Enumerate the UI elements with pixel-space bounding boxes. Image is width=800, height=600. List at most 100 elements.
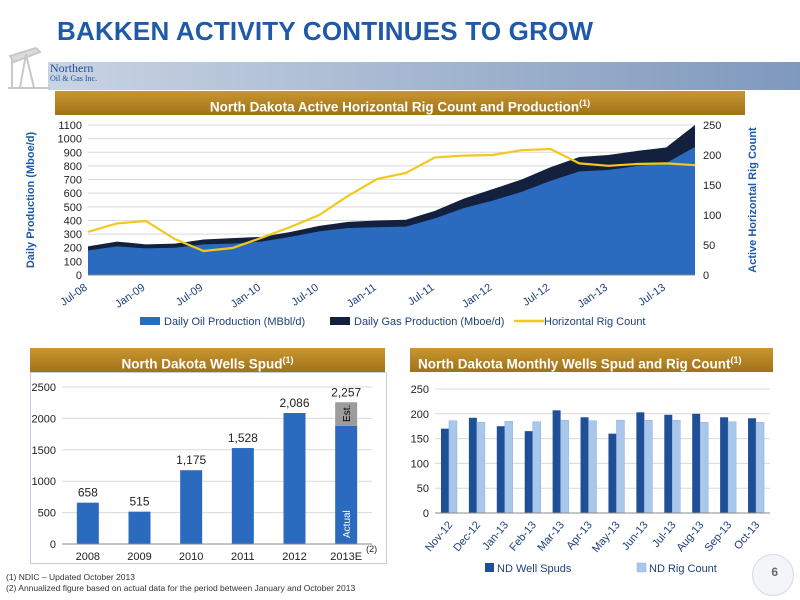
bar-well-spuds [552, 410, 561, 513]
y2-tick-label: 100 [703, 210, 721, 222]
x-tick-superscript: (2) [366, 544, 377, 554]
wells-spud-note: (1) [282, 355, 294, 365]
bar-value-label: 2,086 [279, 396, 309, 410]
bar-well-spuds [496, 426, 505, 513]
x-tick-label: Jan-11 [345, 282, 379, 311]
x-tick-label: 2009 [127, 551, 151, 563]
logo-line2: Oil & Gas Inc. [50, 74, 98, 83]
bar-value-label: 658 [78, 486, 98, 500]
bar-well-spuds [608, 433, 617, 513]
y-tick-label: 500 [64, 202, 82, 214]
bar-well-spuds [720, 417, 729, 513]
y-tick-label: 800 [64, 161, 82, 173]
legend-swatch [140, 317, 160, 325]
x-tick-label: Jun-13 [620, 519, 651, 552]
x-tick-label: Jul-09 [174, 282, 205, 309]
x-tick-label: 2013E [330, 551, 362, 563]
legend-swatch [636, 562, 647, 573]
footnotes: (1) NDIC – Updated October 2013 (2) Annu… [6, 572, 355, 594]
y-tick-label: 200 [411, 409, 429, 421]
bar [231, 448, 254, 544]
bar-value-label: 1,528 [228, 431, 258, 445]
x-tick-label: Jul-13 [636, 282, 667, 309]
bar-rig-count [532, 421, 541, 514]
monthly-chart-note: (1) [730, 355, 742, 365]
page-title: BAKKEN ACTIVITY CONTINUES TO GROW [57, 16, 594, 46]
x-tick-label: Jul-08 [58, 282, 89, 309]
legend-label: Daily Oil Production (MBbl/d) [164, 316, 305, 328]
bar-estimate-label: Est. [342, 405, 353, 422]
y-tick-label: 900 [64, 147, 82, 159]
bar-2013-estimate [335, 402, 358, 426]
bar-rig-count [644, 419, 653, 514]
x-tick-label: 2011 [231, 551, 255, 563]
bar-well-spuds [664, 414, 673, 513]
monthly-spud-rig-chart: 050100150200250Nov-12Dec-12Jan-13Feb-13M… [411, 384, 770, 575]
y-tick-label: 0 [76, 270, 82, 282]
y-tick-label: 400 [64, 215, 82, 227]
bar-value-label: 2,257 [331, 385, 361, 399]
top-chart-note: (1) [579, 98, 591, 108]
bar-value-label: 1,175 [176, 453, 206, 467]
bar-well-spuds [748, 418, 757, 513]
x-tick-label: 2008 [76, 551, 100, 563]
x-tick-label: 2012 [282, 551, 306, 563]
oil-pump-jack-icon [8, 46, 50, 89]
bar [128, 511, 151, 544]
legend-swatch [330, 317, 350, 325]
y-tick-label: 2500 [32, 382, 56, 394]
bar-well-spuds [636, 412, 645, 513]
legend-swatch [485, 563, 494, 572]
left-chart-frame [30, 372, 387, 564]
bar-rig-count [699, 421, 709, 514]
bar [180, 470, 203, 544]
bar-well-spuds [580, 417, 589, 513]
series-rig-line [87, 147, 696, 253]
y-axis-label: Daily Production (Mboe/d) [25, 132, 37, 269]
x-tick-label: Jan-12 [460, 282, 494, 311]
footnote-2: (2) Annualized figure based on actual da… [6, 583, 356, 593]
y-tick-label: 1000 [58, 134, 82, 146]
company-logo: Northern Oil & Gas Inc. [50, 62, 97, 83]
production-rig-chart: 0100200300400500600700800900100011000501… [25, 120, 759, 328]
bar-rig-count [755, 421, 765, 514]
y-tick-label: 700 [64, 175, 82, 187]
bar-value-label: 515 [129, 495, 149, 509]
bar-rig-count [448, 420, 458, 514]
x-tick-label: Aug-13 [675, 519, 707, 554]
y-tick-label: 1000 [32, 476, 56, 488]
y2-tick-label: 250 [703, 120, 721, 132]
wells-spud-chart: 0 500 1000 1500 2000 2500 658 2008 515 2009 1,175 2… [32, 382, 378, 563]
bar-rig-count [672, 419, 681, 514]
bar-actual-label: Actual [342, 510, 353, 538]
y2-axis-label: Active Horizontal Rig Count [747, 127, 759, 273]
bar-well-spuds [440, 428, 449, 513]
y-tick-label: 50 [417, 483, 429, 495]
y-tick-label: 500 [38, 508, 56, 520]
x-tick-label: 2010 [179, 551, 203, 563]
title-underline-bar [48, 62, 800, 90]
x-tick-label: Jan-13 [576, 282, 610, 311]
bar-rig-count [588, 420, 597, 514]
x-tick-label: Oct-13 [732, 519, 762, 552]
y-tick-label: 200 [64, 243, 82, 255]
x-tick-label: Jul-11 [406, 282, 437, 309]
y-tick-label: 0 [50, 539, 56, 551]
top-chart-title: North Dakota Active Horizontal Rig Count… [209, 99, 580, 115]
y-tick-label: 1500 [32, 445, 56, 457]
x-tick-label: Sep-13 [702, 519, 734, 554]
top-chart-banner: North Dakota Active Horizontal Rig Count… [55, 91, 745, 115]
y2-tick-label: 200 [703, 150, 721, 162]
legend-label: ND Well Spuds [497, 563, 572, 575]
footnote-1: (1) NDIC – Updated October 2013 [6, 572, 135, 582]
x-tick-label: Jul-12 [521, 282, 552, 309]
wells-spud-banner: North Dakota Wells Spud(1) [30, 348, 385, 372]
x-tick-label: Feb-13 [507, 519, 539, 553]
wells-spud-title: North Dakota Wells Spud [121, 356, 283, 372]
y-tick-label: 100 [64, 256, 82, 268]
series-oil-area [88, 146, 695, 275]
bar-rig-count [727, 421, 737, 514]
bar-rig-count [504, 420, 514, 514]
monthly-chart-title: North Dakota Monthly Wells Spud and Rig … [418, 356, 731, 372]
bar-rig-count [476, 421, 486, 514]
